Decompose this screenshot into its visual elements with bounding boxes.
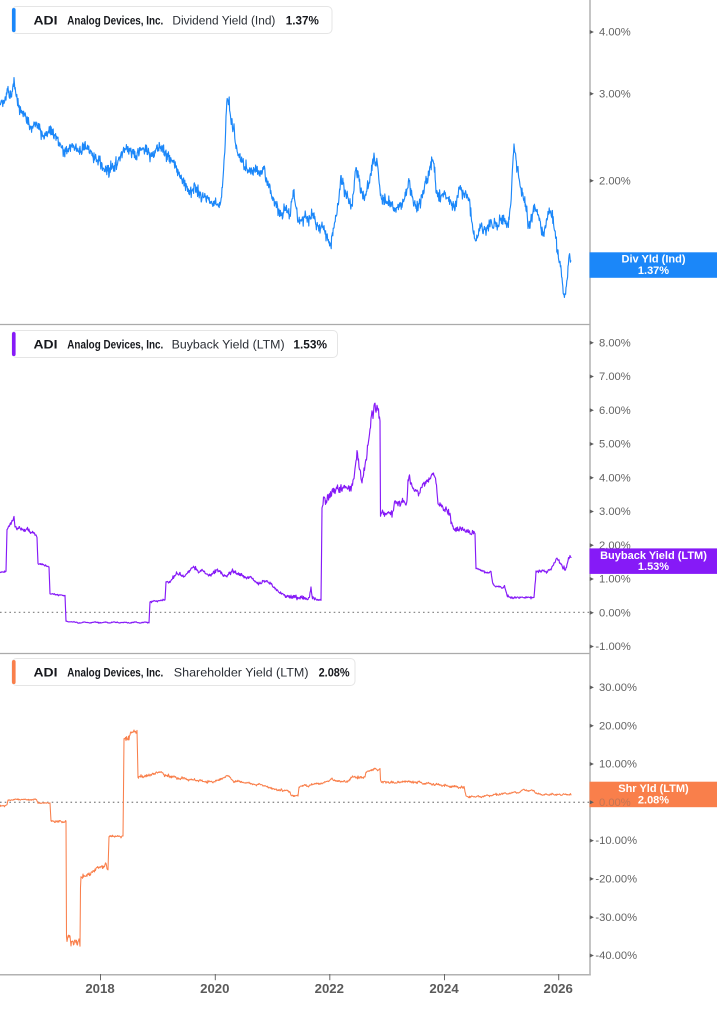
- svg-text:Div Yld (Ind): Div Yld (Ind): [622, 254, 686, 266]
- svg-text:-40.00%: -40.00%: [595, 950, 637, 962]
- svg-text:ADI: ADI: [34, 337, 58, 351]
- svg-text:8.00%: 8.00%: [599, 337, 631, 349]
- svg-text:10.00%: 10.00%: [599, 759, 637, 771]
- svg-text:1.53%: 1.53%: [293, 337, 327, 351]
- svg-text:1.37%: 1.37%: [638, 265, 669, 277]
- svg-text:Analog Devices, Inc.: Analog Devices, Inc.: [67, 337, 163, 351]
- svg-text:2022: 2022: [315, 981, 344, 996]
- svg-text:Dividend Yield (Ind): Dividend Yield (Ind): [172, 13, 275, 27]
- svg-text:6.00%: 6.00%: [599, 405, 631, 417]
- svg-text:1.53%: 1.53%: [638, 561, 669, 573]
- svg-text:Analog Devices, Inc.: Analog Devices, Inc.: [67, 13, 163, 27]
- svg-text:-20.00%: -20.00%: [595, 874, 637, 886]
- svg-text:Shareholder Yield (LTM): Shareholder Yield (LTM): [174, 665, 309, 679]
- svg-text:Buyback Yield (LTM): Buyback Yield (LTM): [172, 337, 285, 351]
- svg-text:4.00%: 4.00%: [599, 472, 631, 484]
- svg-text:-10.00%: -10.00%: [595, 835, 637, 847]
- svg-text:30.00%: 30.00%: [599, 682, 637, 694]
- svg-text:ADI: ADI: [34, 13, 58, 27]
- svg-text:1.00%: 1.00%: [599, 574, 631, 586]
- svg-text:2018: 2018: [85, 981, 114, 996]
- svg-text:-1.00%: -1.00%: [595, 641, 630, 653]
- svg-text:2.08%: 2.08%: [319, 665, 350, 679]
- svg-text:1.37%: 1.37%: [286, 13, 319, 27]
- svg-text:0.00%: 0.00%: [599, 797, 631, 809]
- svg-text:7.00%: 7.00%: [599, 371, 631, 383]
- svg-text:-30.00%: -30.00%: [595, 912, 637, 924]
- svg-text:5.00%: 5.00%: [599, 439, 631, 451]
- svg-text:3.00%: 3.00%: [599, 88, 631, 100]
- svg-text:Buyback Yield (LTM): Buyback Yield (LTM): [600, 550, 707, 562]
- svg-text:3.00%: 3.00%: [599, 506, 631, 518]
- svg-text:0.00%: 0.00%: [599, 607, 631, 619]
- svg-text:2.08%: 2.08%: [638, 795, 669, 807]
- svg-text:2.00%: 2.00%: [599, 175, 631, 187]
- svg-text:Analog Devices, Inc.: Analog Devices, Inc.: [67, 665, 163, 679]
- svg-text:4.00%: 4.00%: [599, 27, 631, 39]
- svg-text:Shr Yld (LTM): Shr Yld (LTM): [618, 783, 689, 795]
- svg-text:2026: 2026: [544, 981, 573, 996]
- svg-text:2020: 2020: [200, 981, 229, 996]
- svg-text:20.00%: 20.00%: [599, 720, 637, 732]
- svg-text:2024: 2024: [429, 981, 459, 996]
- svg-text:ADI: ADI: [34, 665, 58, 679]
